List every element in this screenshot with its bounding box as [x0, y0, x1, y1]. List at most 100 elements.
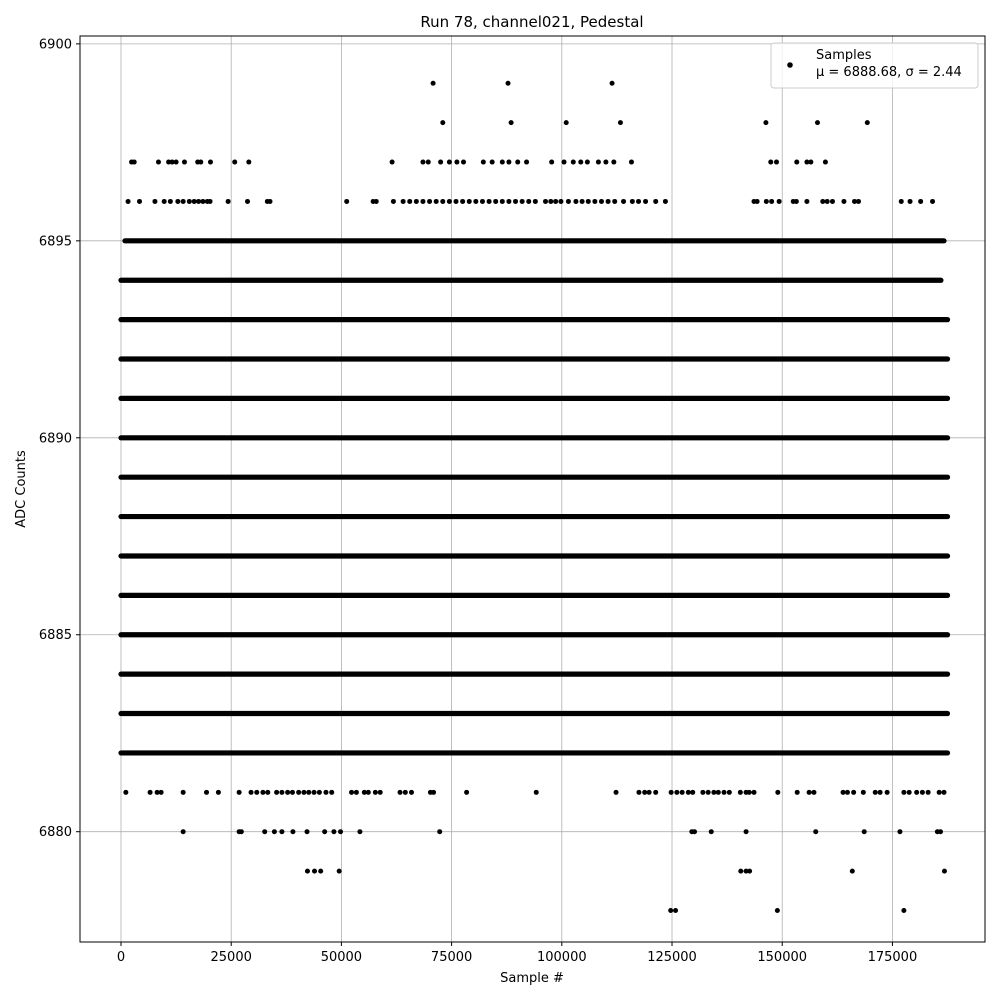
- sample-point: [215, 789, 221, 795]
- sample-point: [746, 789, 752, 795]
- sample-point: [508, 120, 514, 126]
- sample-point: [668, 907, 674, 913]
- sample-point: [914, 789, 920, 795]
- sample-point: [901, 789, 907, 795]
- sample-point: [844, 789, 850, 795]
- sample-point: [158, 789, 164, 795]
- legend-box: [770, 42, 979, 89]
- sample-point: [373, 198, 379, 204]
- sample-point: [941, 789, 947, 795]
- chart-title: Run 78, channel021, Pedestal: [420, 13, 643, 31]
- sample-point: [505, 80, 511, 86]
- sample-point: [279, 829, 285, 835]
- x-tick-label: 0: [117, 950, 125, 965]
- sample-point: [377, 789, 383, 795]
- sample-point: [425, 159, 431, 165]
- sample-point: [480, 159, 486, 165]
- sample-point: [804, 159, 810, 165]
- sample-point: [936, 789, 942, 795]
- sample-point: [408, 789, 414, 795]
- sample-point: [389, 159, 395, 165]
- sample-point: [573, 198, 579, 204]
- sample-point: [653, 789, 659, 795]
- sample-point: [603, 159, 609, 165]
- sample-point: [811, 789, 817, 795]
- sample-point: [454, 159, 460, 165]
- sample-point: [561, 159, 567, 165]
- sample-point: [679, 789, 685, 795]
- sample-point: [204, 789, 210, 795]
- sample-point: [558, 198, 564, 204]
- sample-point: [499, 159, 505, 165]
- sample-point: [646, 789, 652, 795]
- sample-point: [453, 198, 459, 204]
- legend-series-stats: μ = 6888.68, σ = 2.44: [816, 65, 962, 80]
- sample-point: [180, 829, 186, 835]
- sample-point: [473, 198, 479, 204]
- sample-point: [460, 198, 466, 204]
- sample-point: [907, 198, 913, 204]
- sample-point: [852, 198, 858, 204]
- sample-point: [155, 159, 161, 165]
- sample-point: [361, 789, 367, 795]
- sample-point: [820, 198, 826, 204]
- sample-point: [769, 198, 775, 204]
- sample-point: [806, 789, 812, 795]
- legend-marker: [787, 62, 793, 68]
- sample-point: [711, 789, 717, 795]
- sample-point: [861, 829, 867, 835]
- sample-point: [822, 159, 828, 165]
- sample-point: [161, 198, 167, 204]
- sample-point: [431, 789, 437, 795]
- sample-point: [506, 159, 512, 165]
- sample-point: [400, 198, 406, 204]
- sample-point: [611, 159, 617, 165]
- sample-point: [420, 159, 426, 165]
- sample-point: [506, 198, 512, 204]
- sample-point: [653, 198, 659, 204]
- sample-point: [715, 789, 721, 795]
- legend: Samples μ = 6888.68, σ = 2.44: [770, 42, 979, 89]
- sample-point: [849, 868, 855, 874]
- sample-point: [533, 789, 539, 795]
- sample-point: [433, 198, 439, 204]
- sample-point: [167, 198, 173, 204]
- sample-point: [617, 120, 623, 126]
- sample-point: [598, 198, 604, 204]
- sample-point: [877, 789, 883, 795]
- sample-point: [918, 198, 924, 204]
- sample-point: [200, 198, 206, 204]
- sample-point: [289, 789, 295, 795]
- sample-point: [254, 789, 260, 795]
- sample-point: [137, 198, 143, 204]
- sample-point: [526, 198, 532, 204]
- sample-point: [726, 789, 732, 795]
- sample-point: [323, 789, 329, 795]
- sample-point: [265, 789, 271, 795]
- sample-point: [721, 789, 727, 795]
- sample-point: [814, 120, 820, 126]
- sample-point: [662, 198, 668, 204]
- sample-point: [773, 159, 779, 165]
- sample-point: [279, 789, 285, 795]
- sample-point: [290, 829, 296, 835]
- sample-point: [225, 198, 231, 204]
- sample-point: [440, 198, 446, 204]
- sample-point: [642, 789, 648, 795]
- sample-point: [524, 159, 530, 165]
- sample-point: [489, 159, 495, 165]
- sample-point: [585, 198, 591, 204]
- sample-point: [919, 789, 925, 795]
- sample-point: [338, 829, 344, 835]
- sample-point: [427, 198, 433, 204]
- sample-point: [191, 198, 197, 204]
- sample-point: [668, 789, 674, 795]
- y-tick-label: 6895: [39, 234, 72, 249]
- sample-point: [605, 198, 611, 204]
- sample-point: [365, 789, 371, 795]
- sample-point: [513, 198, 519, 204]
- sample-point: [318, 868, 324, 874]
- sample-point: [353, 789, 359, 795]
